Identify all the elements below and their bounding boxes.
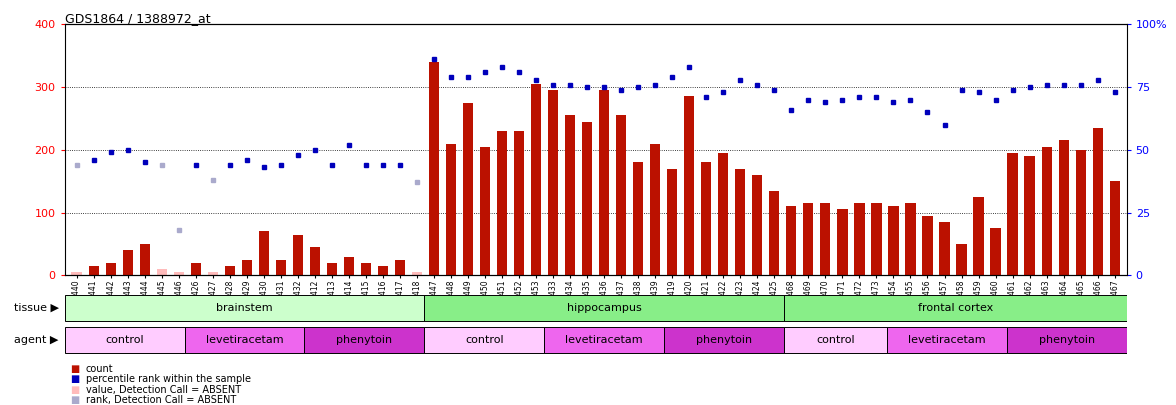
Text: control: control <box>106 335 143 345</box>
Bar <box>548 90 559 275</box>
Text: brainstem: brainstem <box>216 303 273 313</box>
Bar <box>650 144 660 275</box>
Bar <box>837 209 848 275</box>
Bar <box>1008 153 1017 275</box>
Bar <box>582 122 593 275</box>
Text: frontal cortex: frontal cortex <box>917 303 993 313</box>
Bar <box>106 263 115 275</box>
FancyBboxPatch shape <box>664 327 784 353</box>
Bar <box>309 247 320 275</box>
Text: phenytoin: phenytoin <box>1038 335 1095 345</box>
Bar <box>293 234 303 275</box>
Bar <box>990 228 1001 275</box>
Bar <box>871 203 882 275</box>
Bar <box>684 96 694 275</box>
Bar <box>719 153 728 275</box>
Text: GDS1864 / 1388972_at: GDS1864 / 1388972_at <box>65 12 211 25</box>
FancyBboxPatch shape <box>544 327 664 353</box>
Bar <box>803 203 814 275</box>
Bar <box>701 162 711 275</box>
Bar <box>616 115 627 275</box>
Bar <box>1024 156 1035 275</box>
Text: count: count <box>86 364 113 373</box>
Bar <box>208 272 218 275</box>
Bar <box>667 168 677 275</box>
Bar <box>156 269 167 275</box>
Bar <box>429 62 439 275</box>
Text: tissue ▶: tissue ▶ <box>14 303 59 313</box>
FancyBboxPatch shape <box>425 327 544 353</box>
Bar <box>906 203 916 275</box>
Bar <box>412 272 422 275</box>
Bar <box>497 131 507 275</box>
Text: hippocampus: hippocampus <box>567 303 642 313</box>
FancyBboxPatch shape <box>784 327 887 353</box>
FancyBboxPatch shape <box>305 327 425 353</box>
Bar <box>395 260 405 275</box>
Bar <box>769 191 780 275</box>
Text: percentile rank within the sample: percentile rank within the sample <box>86 374 250 384</box>
Bar <box>599 90 609 275</box>
Bar <box>787 207 796 275</box>
Text: agent ▶: agent ▶ <box>14 335 59 345</box>
Bar <box>753 175 762 275</box>
Text: phenytoin: phenytoin <box>336 335 393 345</box>
FancyBboxPatch shape <box>784 295 1127 321</box>
Bar <box>1058 141 1069 275</box>
Bar <box>327 263 338 275</box>
Bar <box>532 84 541 275</box>
Text: levetiracetam: levetiracetam <box>206 335 283 345</box>
Bar <box>343 257 354 275</box>
FancyBboxPatch shape <box>65 295 425 321</box>
Text: ■: ■ <box>71 374 80 384</box>
Bar <box>956 244 967 275</box>
Bar <box>514 131 524 275</box>
FancyBboxPatch shape <box>887 327 1007 353</box>
Text: control: control <box>465 335 503 345</box>
Text: levetiracetam: levetiracetam <box>566 335 643 345</box>
Bar <box>888 207 898 275</box>
Text: ■: ■ <box>71 395 80 405</box>
Bar <box>122 250 133 275</box>
Bar <box>1093 128 1103 275</box>
Bar <box>854 203 864 275</box>
Bar <box>821 203 830 275</box>
Bar <box>140 244 149 275</box>
Bar <box>191 263 201 275</box>
Text: rank, Detection Call = ABSENT: rank, Detection Call = ABSENT <box>86 395 236 405</box>
Bar <box>564 115 575 275</box>
Bar <box>275 260 286 275</box>
Text: ■: ■ <box>71 385 80 394</box>
Bar <box>1042 147 1051 275</box>
Bar <box>377 266 388 275</box>
Bar <box>463 103 473 275</box>
Text: phenytoin: phenytoin <box>696 335 753 345</box>
Text: control: control <box>816 335 855 345</box>
Bar <box>1110 181 1120 275</box>
Text: levetiracetam: levetiracetam <box>908 335 985 345</box>
Bar <box>480 147 490 275</box>
Bar <box>174 272 183 275</box>
Bar <box>446 144 456 275</box>
FancyBboxPatch shape <box>425 295 784 321</box>
Bar <box>72 272 81 275</box>
Bar <box>361 263 370 275</box>
Bar <box>633 162 643 275</box>
Text: value, Detection Call = ABSENT: value, Detection Call = ABSENT <box>86 385 241 394</box>
Bar <box>735 168 746 275</box>
FancyBboxPatch shape <box>65 327 185 353</box>
Bar <box>940 222 949 275</box>
Bar <box>241 260 252 275</box>
FancyBboxPatch shape <box>185 327 305 353</box>
Text: ■: ■ <box>71 364 80 373</box>
Bar <box>225 266 235 275</box>
FancyBboxPatch shape <box>1007 327 1127 353</box>
Bar <box>259 232 269 275</box>
Bar <box>1076 150 1085 275</box>
Bar <box>88 266 99 275</box>
Bar <box>974 197 983 275</box>
Bar <box>922 216 933 275</box>
